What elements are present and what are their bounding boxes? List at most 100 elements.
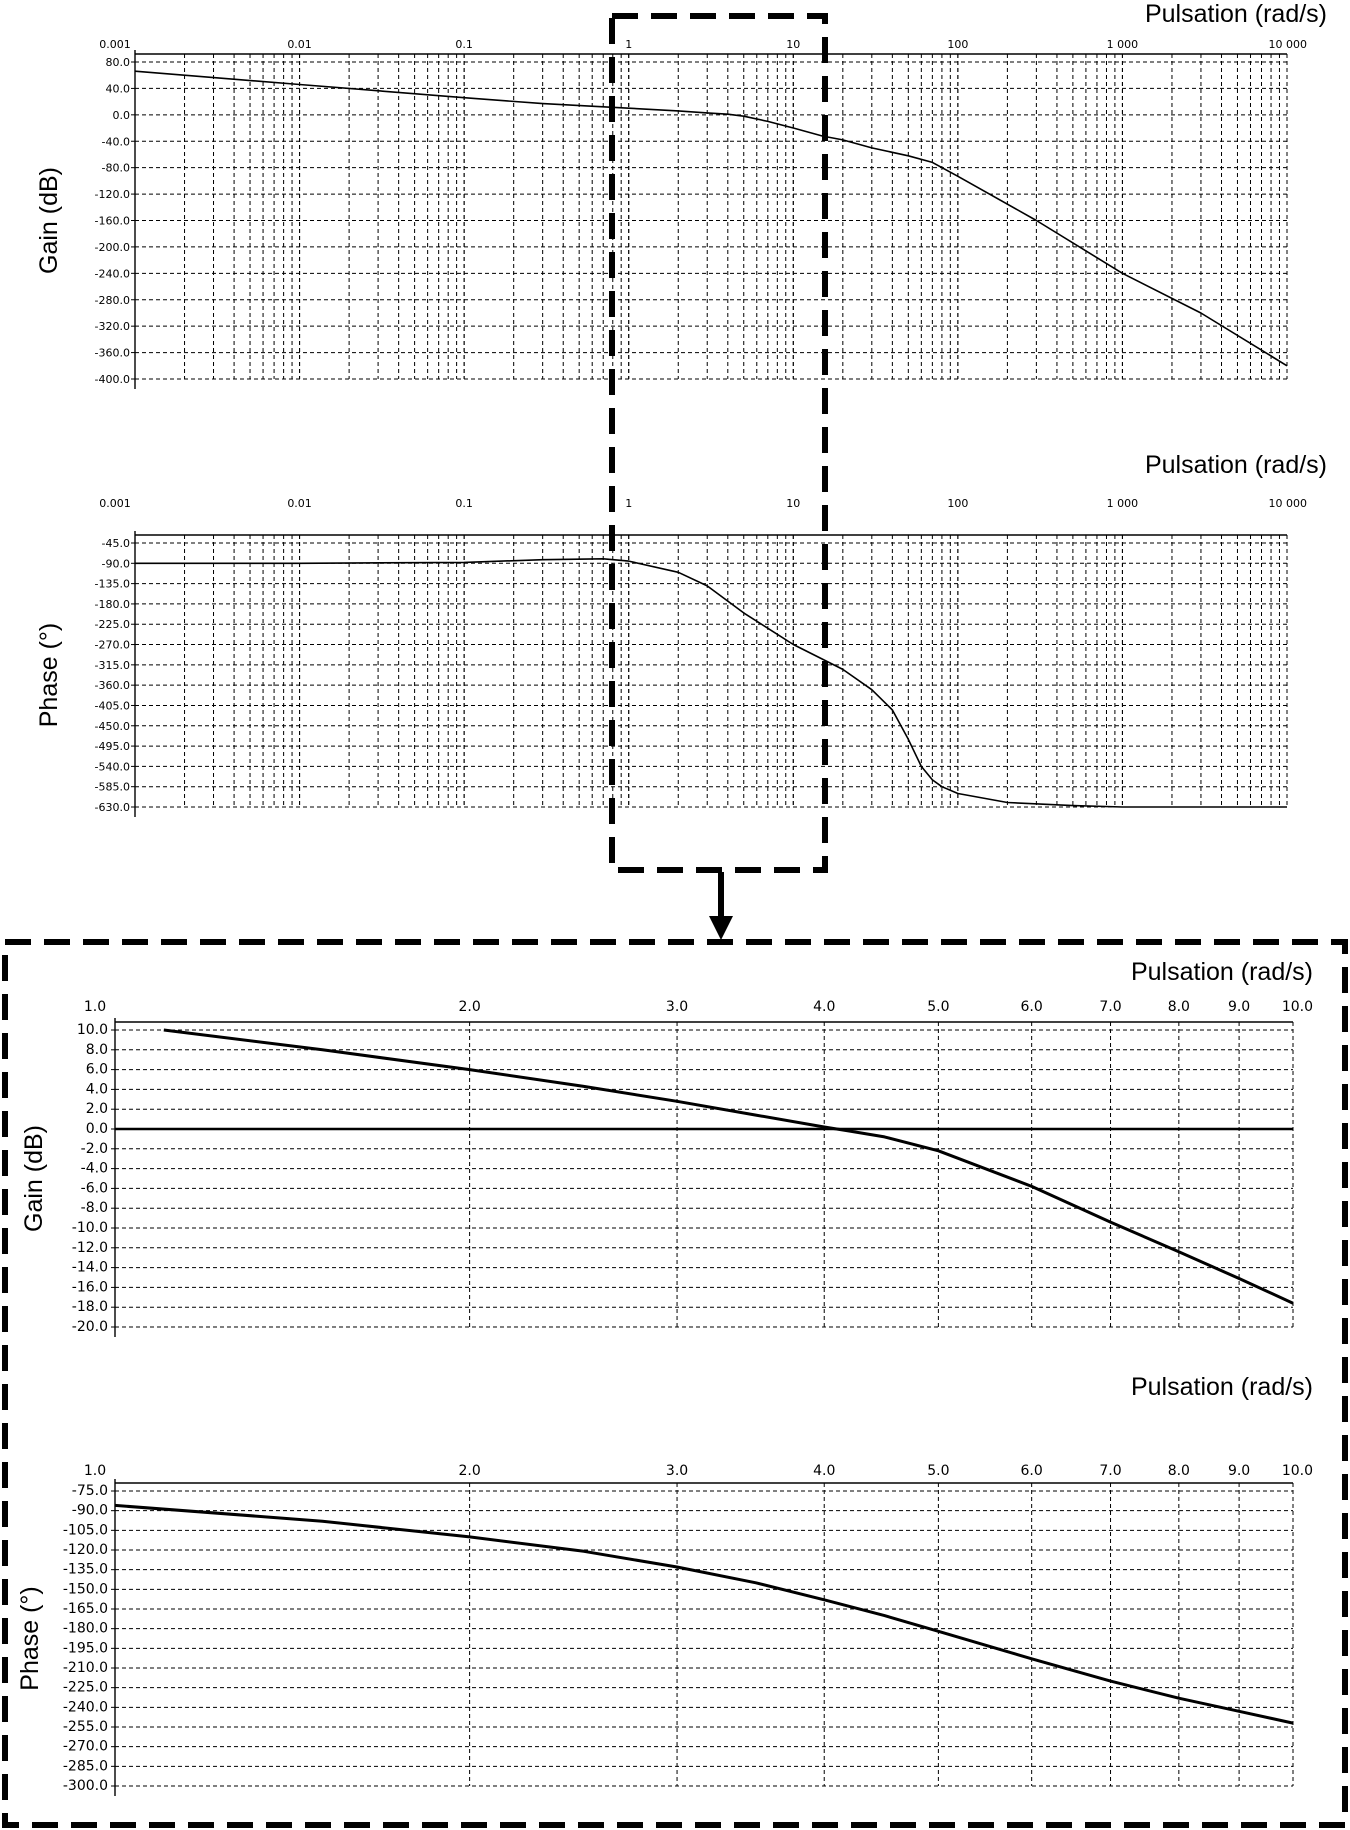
gain-zoom-chart: 1.0 2.0 3.0 4.0 5.0 6.0 7.0 8.0 9.0 10.0 10.0 8.0 6.… [20,958,1313,1337]
y-tick-label: -495.0 [95,740,130,753]
y-tick-label: -270.0 [95,639,130,652]
x-tick-label: 1.0 [84,999,106,1015]
x-tick-label: 0.01 [287,497,312,510]
x-tick-label: 9.0 [1228,999,1250,1015]
y-tick-label: 2.0 [86,1101,108,1117]
y-tick-label: -120.0 [95,188,130,201]
y-tick-label: -225.0 [95,618,130,631]
y-tick-label: -200.0 [95,241,130,254]
y-tick-label: -90.0 [102,557,130,570]
y-tick-label: -400.0 [95,373,130,386]
zoom-arrow-head [709,916,733,940]
series-line [135,558,1287,808]
x-tick-label: 5.0 [927,999,949,1015]
y-tick-label: -360.0 [95,679,130,692]
x-tick-label: 10 [786,497,800,510]
y-tick-label: -6.0 [81,1180,108,1196]
y-tick-label: -240.0 [63,1699,108,1715]
x-tick-label: 8.0 [1168,999,1190,1015]
y-tick-label: -45.0 [102,537,130,550]
y-tick-label: -360.0 [95,347,130,360]
y-tick-label: 10.0 [77,1022,108,1038]
y-tick-label: -2.0 [81,1141,108,1157]
series-line [134,70,1288,367]
x-tick-label: 100 [947,38,968,51]
y-tick-label: -320.0 [95,320,130,333]
y-tick-label: -12.0 [72,1240,108,1256]
zoom-annotation [2,13,1348,1828]
y-axis-title: Gain (dB) [20,1125,48,1232]
x-tick-label: 4.0 [813,1463,835,1479]
y-tick-label: -40.0 [102,135,130,148]
x-tick-label: 0.001 [99,38,131,51]
series-line [114,1503,1294,1725]
y-tick-label: -450.0 [95,720,130,733]
x-tick-label: 2.0 [458,1463,480,1479]
y-tick-label: -300.0 [63,1778,108,1794]
y-tick-label: -180.0 [63,1621,108,1637]
y-tick-label: -135.0 [95,578,130,591]
x-tick-label: 0.01 [287,38,312,51]
y-tick-label: 6.0 [86,1062,108,1078]
y-tick-label: -195.0 [63,1640,108,1656]
y-tick-label: -540.0 [95,760,130,773]
y-tick-label: 4.0 [86,1081,108,1097]
y-tick-label: -80.0 [102,162,130,175]
x-axis-title: Pulsation (rad/s) [1131,1373,1313,1401]
y-tick-label: -150.0 [63,1581,108,1597]
x-tick-label: 100 [947,497,968,510]
y-tick-label: -315.0 [95,659,130,672]
y-tick-label: -20.0 [72,1319,108,1335]
zoom-detail-box [2,939,1348,1828]
x-tick-label: 0.1 [455,497,473,510]
y-tick-label: -270.0 [63,1739,108,1755]
x-axis-title: Pulsation (rad/s) [1131,958,1313,986]
y-tick-label: -8.0 [81,1200,108,1216]
y-tick-label: -135.0 [63,1562,108,1578]
y-axis-title: Gain (dB) [35,167,63,274]
x-tick-label: 7.0 [1099,1463,1121,1479]
y-axis-title: Phase (°) [16,1586,44,1690]
series-line [163,1028,1294,1305]
x-tick-label: 6.0 [1021,999,1043,1015]
y-tick-label: -285.0 [63,1758,108,1774]
x-tick-label: 0.001 [99,497,131,510]
y-tick-label: 80.0 [106,56,131,69]
y-tick-label: -405.0 [95,699,130,712]
x-tick-label: 10.0 [1282,1463,1313,1479]
x-tick-label: 10 [786,38,800,51]
x-tick-label: 1 [625,38,632,51]
x-tick-label: 6.0 [1021,1463,1043,1479]
x-tick-label: 0.1 [455,38,473,51]
x-axis-title: Pulsation (rad/s) [1145,0,1327,28]
y-tick-label: -280.0 [95,294,130,307]
y-tick-label: -630.0 [95,801,130,814]
y-tick-label: -225.0 [63,1680,108,1696]
y-tick-label: -585.0 [95,781,130,794]
zoom-selection-box [609,13,828,873]
x-axis-title: Pulsation (rad/s) [1145,451,1327,479]
x-tick-label: 1.0 [84,1463,106,1479]
y-tick-label: 0.0 [86,1121,108,1137]
y-tick-label: -165.0 [63,1601,108,1617]
x-tick-label: 3.0 [666,999,688,1015]
y-tick-label: 8.0 [86,1042,108,1058]
x-tick-label: 1 [625,497,632,510]
x-tick-label: 8.0 [1168,1463,1190,1479]
y-tick-label: -105.0 [63,1522,108,1538]
y-tick-label: -10.0 [72,1220,108,1236]
y-tick-label: -18.0 [72,1299,108,1315]
gain-overview-chart: 0.001 0.01 0.1 1 10 100 1 000 10 000 80.0 40.0 0.0… [35,0,1327,389]
x-tick-label: 1 000 [1107,38,1139,51]
x-tick-label: 10 000 [1269,38,1308,51]
y-tick-label: -210.0 [63,1660,108,1676]
y-axis-title: Phase (°) [35,623,63,727]
y-tick-label: -75.0 [72,1483,108,1499]
y-tick-label: -240.0 [95,267,130,280]
y-tick-label: -90.0 [72,1503,108,1519]
x-tick-label: 10 000 [1269,497,1308,510]
x-tick-label: 9.0 [1228,1463,1250,1479]
y-tick-label: -160.0 [95,215,130,228]
y-tick-label: -255.0 [63,1719,108,1735]
